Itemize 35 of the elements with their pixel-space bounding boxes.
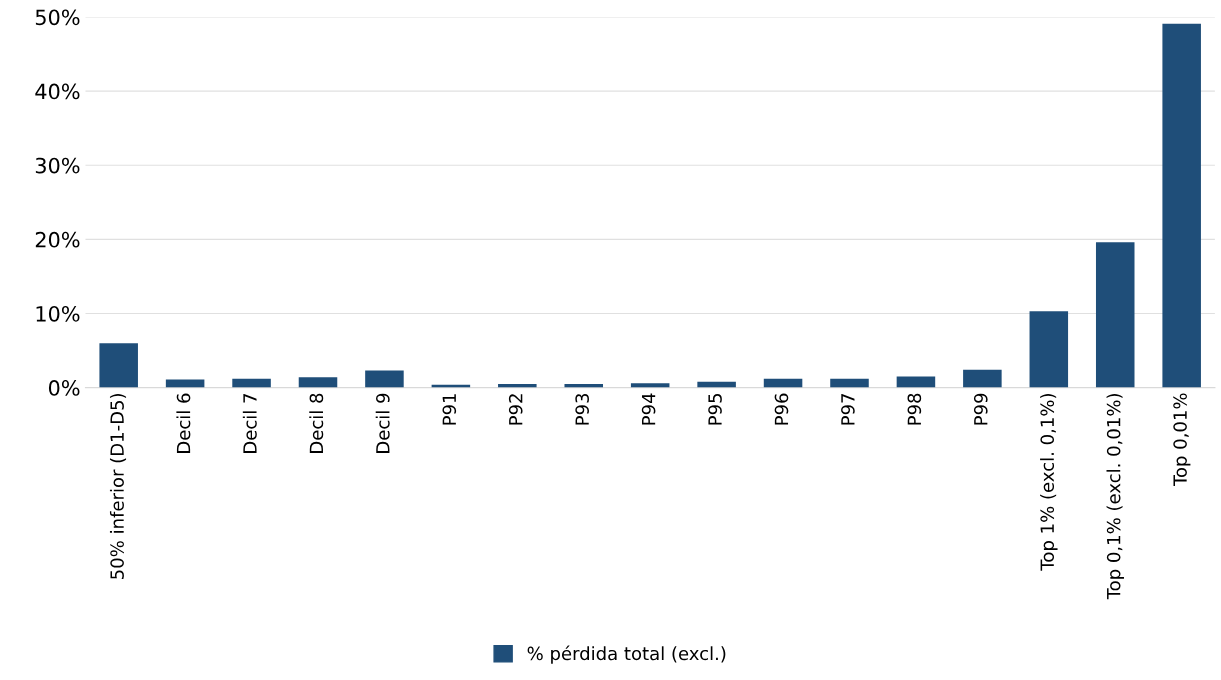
bar — [298, 377, 338, 388]
x-tick-label: P98 — [907, 393, 922, 425]
bar — [165, 379, 205, 388]
y-tick-label: 0% — [48, 380, 80, 396]
y-tick-label: 20% — [35, 231, 80, 248]
bar — [232, 378, 271, 388]
bar — [365, 370, 404, 388]
bar — [1162, 23, 1201, 388]
bar — [1029, 311, 1069, 388]
x-tick-label: P92 — [508, 394, 523, 425]
y-tick-label: 40% — [35, 83, 80, 100]
y-tick-label: 30% — [35, 157, 80, 174]
bar — [896, 376, 936, 388]
x-tick-label: Decil 8 — [309, 393, 324, 453]
bar — [830, 378, 869, 388]
x-tick-label: Decil 9 — [375, 393, 390, 453]
y-tick-label: 10% — [36, 305, 80, 322]
bar — [99, 343, 138, 388]
x-tick-label: Decil 7 — [242, 394, 257, 453]
x-tick-label: P97 — [841, 394, 855, 425]
bar — [1095, 242, 1135, 388]
x-tick-label: P99 — [973, 393, 988, 425]
x-tick-label: Top 0,01% — [1173, 393, 1191, 487]
x-tick-label: Top 1% (excl. 0,1%) — [1040, 394, 1058, 571]
legend-label: % pérdida total (excl.) — [527, 645, 726, 664]
x-tick-label: 50% inferior (D1-D5) — [109, 394, 127, 579]
x-tick-label: Decil 6 — [176, 393, 191, 453]
x-tick-label: Top 0,1% (excl. 0,01%) — [1106, 394, 1124, 600]
x-tick-label: P91 — [442, 394, 457, 425]
y-tick-label: 50% — [35, 9, 80, 26]
x-tick-label: P96 — [774, 393, 789, 425]
x-tick-label: P94 — [641, 393, 656, 425]
x-tick-label: P95 — [708, 394, 722, 425]
bar — [963, 369, 1002, 388]
x-tick-label: P93 — [575, 393, 589, 425]
